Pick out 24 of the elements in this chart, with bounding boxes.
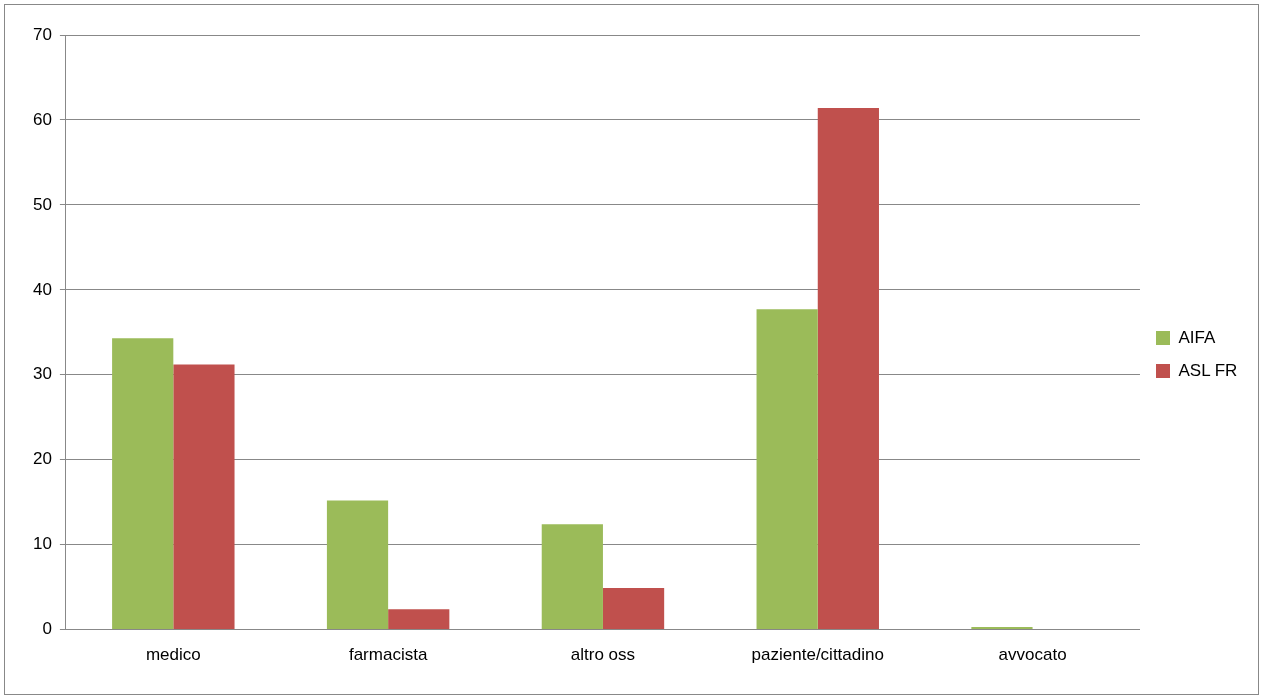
y-tick-label: 20 (32, 449, 52, 469)
bar (173, 364, 235, 630)
bar (971, 627, 1033, 630)
bar (602, 587, 665, 630)
bar (388, 609, 450, 630)
y-tick-label: 0 (42, 619, 52, 639)
legend-label: AIFA (1178, 327, 1216, 347)
y-tick-label: 50 (32, 194, 52, 214)
x-tick-label: altro oss (570, 645, 636, 665)
x-tick-label: farmacista (348, 645, 428, 665)
legend-label: ASL FR (1178, 360, 1238, 380)
bar (541, 524, 603, 630)
x-tick-label: avvocato (998, 645, 1067, 665)
bar (326, 500, 389, 630)
y-tick-label: 60 (32, 109, 52, 129)
bar (817, 108, 879, 630)
x-tick-label: paziente/cittadino (751, 645, 884, 665)
y-tick-label: 30 (32, 364, 52, 384)
bar (756, 309, 818, 630)
y-tick-label: 40 (32, 279, 52, 299)
bar (112, 338, 174, 630)
x-tick-label: medico (145, 645, 201, 665)
y-tick-label: 10 (32, 534, 52, 554)
y-tick-label: 70 (32, 24, 52, 44)
